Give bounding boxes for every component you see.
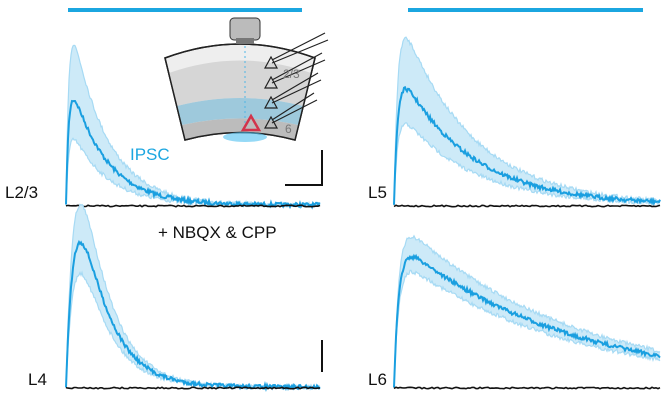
objective-tip	[236, 38, 254, 44]
baseline-trace	[65, 204, 321, 208]
layer	[169, 60, 311, 106]
layer-label: 6	[285, 122, 292, 136]
ipsc-label: IPSC	[130, 145, 170, 164]
trace	[393, 253, 661, 388]
cortex-outline	[164, 43, 316, 141]
panel-label: L6	[368, 370, 387, 389]
sem-band	[394, 235, 660, 388]
layer-label: 2/3	[283, 67, 300, 81]
layer	[182, 118, 298, 140]
sem-line	[393, 269, 661, 387]
panel-label: L2/3	[5, 183, 38, 202]
baseline-trace	[65, 386, 321, 390]
panel-label: L5	[368, 183, 387, 202]
trace	[65, 99, 321, 210]
sem-line	[393, 36, 661, 205]
objective	[229, 17, 261, 41]
trace	[393, 85, 661, 206]
sem-line	[393, 234, 661, 388]
scale-bar	[285, 150, 323, 186]
sem-band	[394, 37, 660, 205]
neuron	[240, 113, 262, 132]
panel-label: L4	[28, 370, 47, 389]
traces	[65, 36, 661, 392]
inset: 2/3 6	[164, 17, 329, 142]
light-spot	[223, 132, 267, 142]
drug-label: + NBQX & CPP	[158, 223, 277, 242]
pipettes	[263, 32, 329, 129]
baseline-trace	[393, 386, 661, 390]
baseline-trace	[393, 204, 661, 208]
trace	[65, 239, 321, 392]
sem-line	[393, 122, 661, 206]
